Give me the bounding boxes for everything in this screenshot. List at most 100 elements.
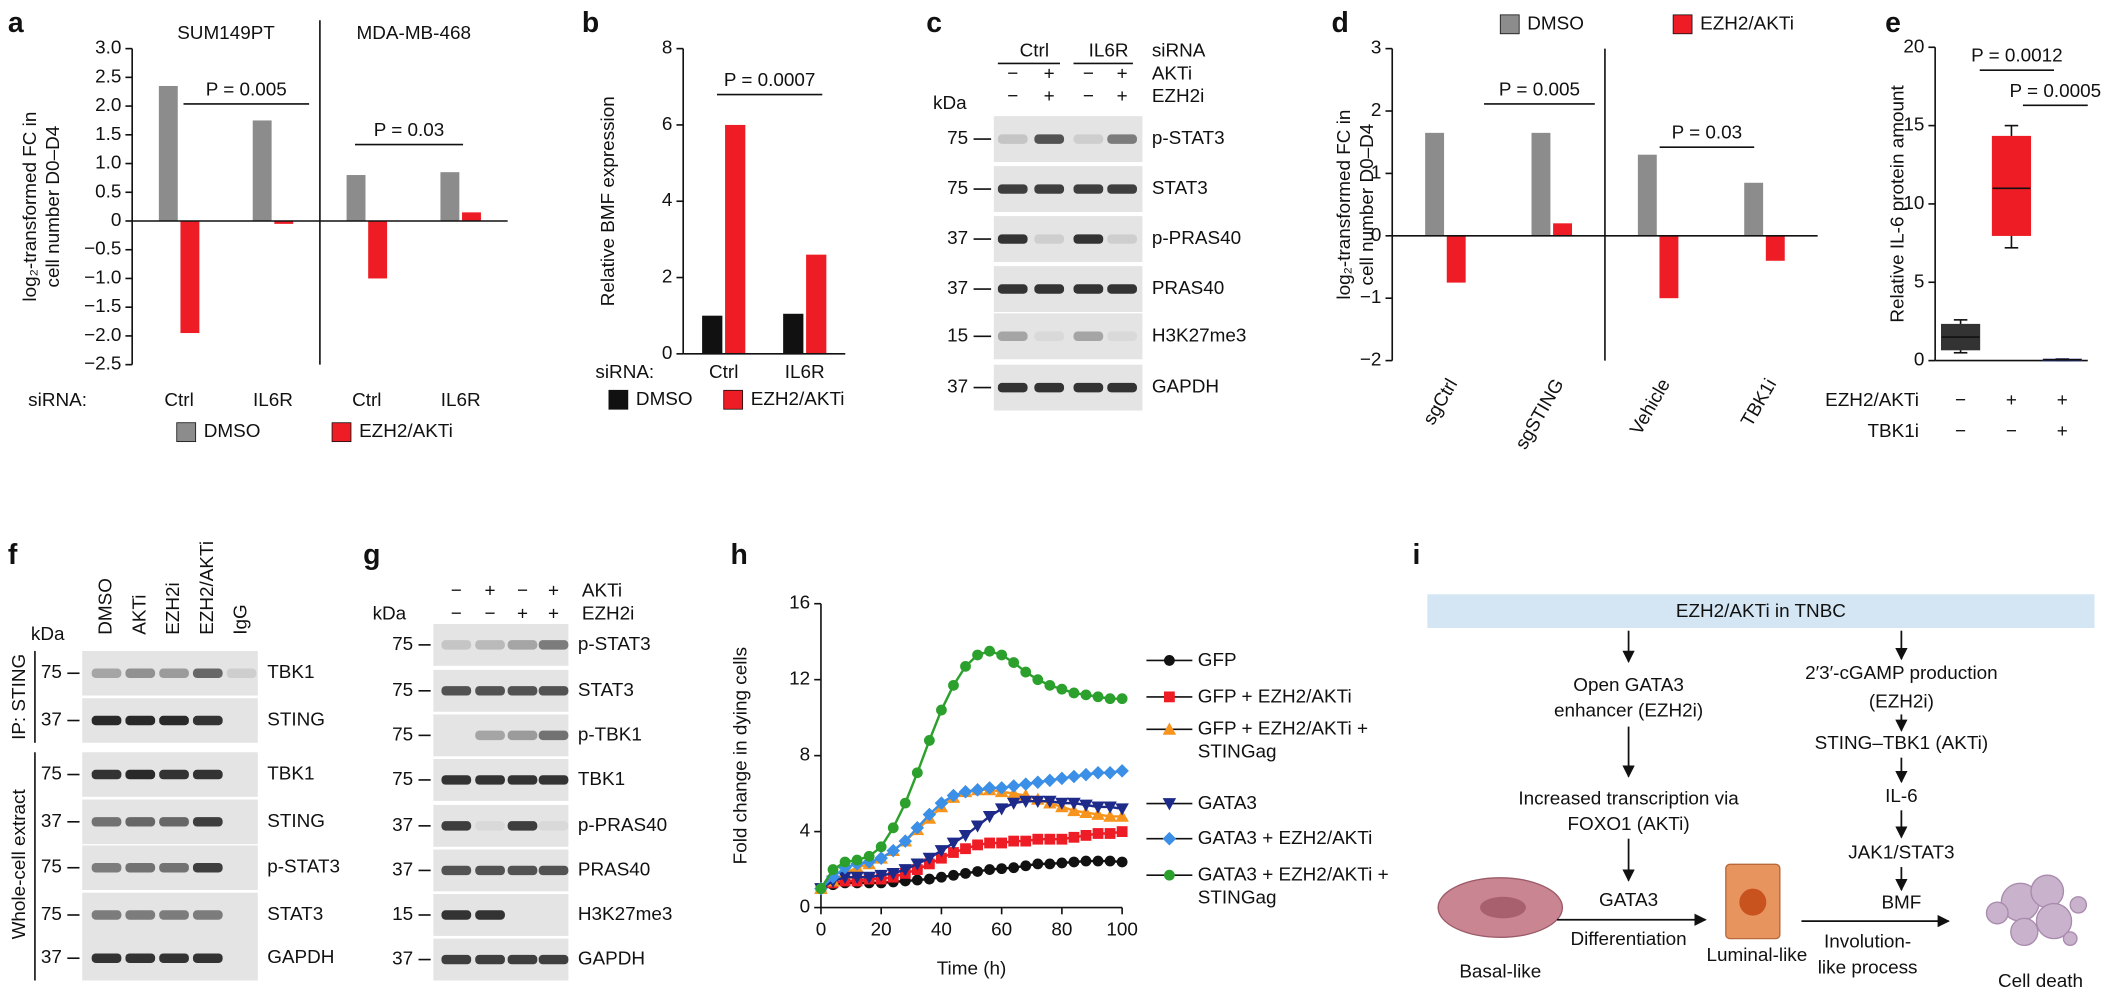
band (475, 910, 505, 920)
box (1991, 135, 2032, 236)
diagram-text: Luminal-like (1706, 945, 1807, 966)
point (1079, 799, 1093, 812)
treatment-sign: − (517, 581, 528, 602)
band (159, 910, 189, 920)
p-value: P = 0.0007 (724, 70, 816, 91)
y-tick-label: 1.0 (95, 153, 121, 174)
legend-entry: GATA3 + EZH2/AKTi (1198, 827, 1373, 849)
band (125, 668, 156, 678)
x-tick-label: TBK1i (1737, 375, 1781, 430)
diagram-banner (1427, 594, 2095, 629)
point (911, 874, 923, 886)
kda-label: 75 (392, 769, 413, 790)
diagram-text: enhancer (EZH2i) (1554, 701, 1703, 722)
point (922, 852, 937, 865)
band (475, 954, 505, 965)
point (946, 837, 961, 850)
bar (274, 220, 294, 224)
band (192, 862, 223, 873)
y-axis-label: Relative IL-6 protein amount (1888, 85, 1909, 323)
bar (702, 315, 723, 354)
x-tick-label: IL6R (253, 390, 293, 411)
y-axis-label: cell number D0–D4 (43, 126, 64, 288)
band (538, 954, 569, 965)
y-tick-label: 8 (800, 745, 811, 766)
band (91, 862, 122, 873)
band (159, 953, 189, 963)
point (1104, 855, 1116, 867)
point (1068, 687, 1080, 699)
band (538, 821, 569, 831)
band (507, 775, 538, 785)
y-axis-label: Relative BMF expression (598, 96, 619, 306)
legend-label: EZH2/AKTi (359, 421, 453, 442)
lane-label: EZH2i (163, 582, 184, 634)
point (875, 841, 887, 853)
x-tick-label: 20 (871, 920, 892, 941)
point (1068, 831, 1080, 843)
kda-label: 15 (947, 325, 968, 346)
point (838, 871, 852, 884)
protein-label: STAT3 (267, 904, 323, 925)
point (936, 871, 947, 883)
x-tick-label: 100 (1106, 920, 1138, 941)
protein-label: H3K27me3 (1152, 325, 1247, 346)
protein-label: TBK1 (267, 764, 314, 785)
band (1073, 331, 1104, 342)
point (1079, 805, 1093, 819)
band (91, 715, 122, 726)
treatment-sign: − (451, 581, 462, 602)
panel-label: g (363, 539, 380, 571)
kda-label: 75 (41, 904, 62, 925)
bar (783, 313, 804, 354)
bar (806, 254, 827, 354)
point (934, 845, 949, 858)
legend-label: GFP + EZH2/AKTi (1197, 684, 1352, 707)
p-value: P = 0.0005 (2010, 81, 2102, 102)
band (125, 769, 156, 780)
x-tick-label: Ctrl (352, 390, 381, 411)
bar (368, 220, 388, 279)
legend-entry: GFP + EZH2/AKTi (1197, 684, 1352, 707)
point (994, 803, 1009, 816)
point (1091, 807, 1105, 820)
point (970, 783, 985, 797)
kda-label: 37 (392, 815, 413, 836)
group-label: MDA-MB-468 (357, 23, 471, 44)
point (958, 784, 973, 799)
band (997, 184, 1028, 194)
band (1034, 184, 1065, 194)
treatment-sign: − (1083, 63, 1094, 84)
kda-title: kDa (31, 624, 65, 645)
band (91, 953, 122, 963)
band (997, 284, 1028, 294)
legend-marker (1163, 691, 1175, 703)
band (441, 821, 472, 831)
lane-label: EZH2/AKTi (197, 541, 218, 635)
band (475, 686, 505, 696)
band (1107, 134, 1137, 144)
band (538, 775, 569, 785)
point (1008, 657, 1020, 668)
kda-label: 75 (41, 857, 62, 878)
band (192, 817, 223, 827)
y-tick-label: 4 (662, 190, 673, 211)
y-tick-label: −1.0 (84, 267, 121, 288)
condition-name: TBK1i (1867, 421, 1918, 442)
y-tick-label: 0 (111, 210, 122, 231)
x-tick-label: sgCtrl (1419, 375, 1462, 428)
p-value: P = 0.03 (1672, 123, 1743, 144)
point (1044, 833, 1056, 845)
x-tick-label: Ctrl (709, 362, 738, 383)
legend-swatch (176, 422, 197, 443)
bar (1744, 182, 1764, 236)
point (1103, 765, 1117, 780)
point (1067, 797, 1081, 810)
kda-label: 37 (392, 949, 413, 970)
panel-label: a (8, 7, 24, 39)
point (1020, 666, 1032, 678)
blot-strip (82, 650, 258, 696)
band (441, 686, 472, 696)
condition-sign: − (1955, 390, 1966, 411)
band (538, 686, 569, 696)
